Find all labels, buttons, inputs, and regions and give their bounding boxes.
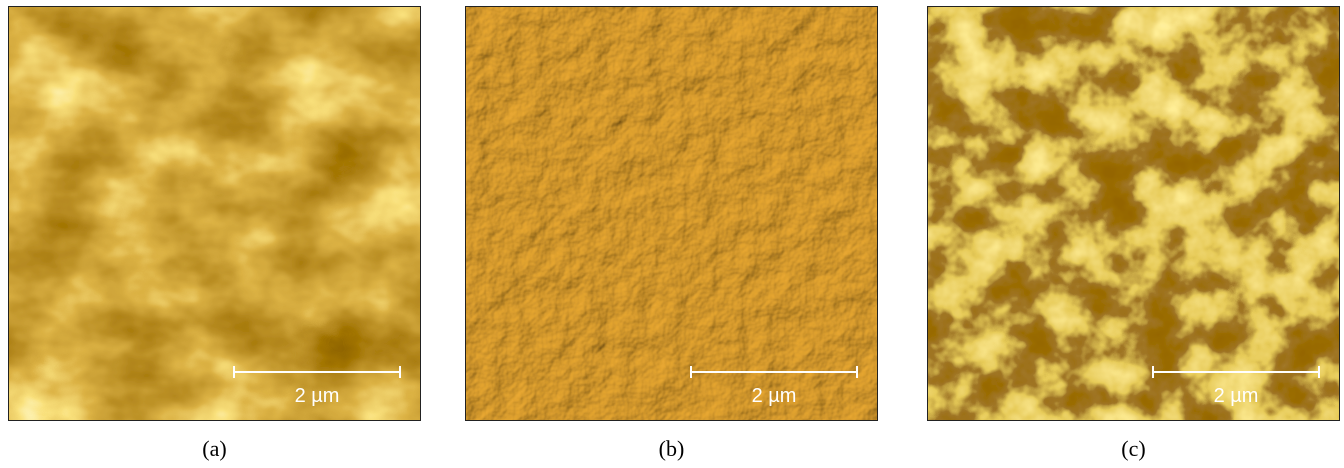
- figure: 2 µm (a) 2 µm (b) 2 µm (c): [0, 0, 1344, 468]
- scale-bar-label: 2 µm: [1214, 385, 1259, 407]
- panel-label: (c): [1121, 436, 1145, 461]
- scale-bar-label: 2 µm: [295, 385, 340, 407]
- afm-image: [8, 6, 421, 421]
- afm-image: [927, 6, 1340, 421]
- panel-label: (a): [202, 436, 226, 461]
- afm-image: [465, 6, 878, 421]
- panel-label: (b): [659, 436, 685, 461]
- page: 2 µm(a)2 µm(b)2 µm(c) (() => { const dat…: [0, 0, 1344, 468]
- scale-bar-label: 2 µm: [752, 385, 797, 407]
- panels: 2 µm (a) 2 µm (b) 2 µm (c): [8, 6, 1340, 461]
